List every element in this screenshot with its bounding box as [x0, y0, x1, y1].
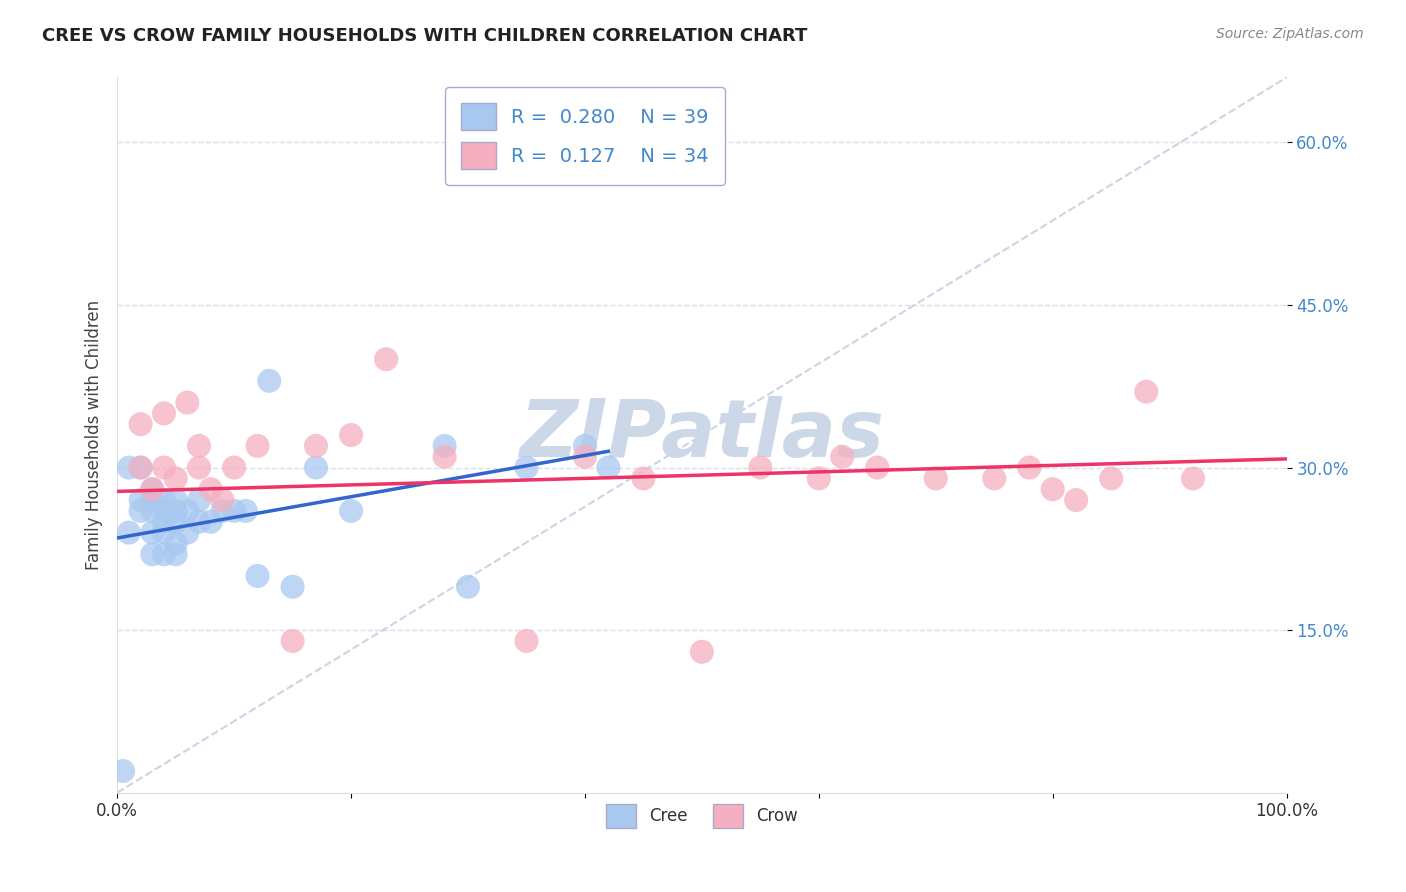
- Point: [515, 460, 537, 475]
- Point: [141, 504, 163, 518]
- Point: [281, 634, 304, 648]
- Text: ZIPatlas: ZIPatlas: [519, 396, 884, 474]
- Point: [281, 580, 304, 594]
- Point: [211, 504, 233, 518]
- Point: [129, 504, 152, 518]
- Point: [433, 439, 456, 453]
- Point: [211, 493, 233, 508]
- Point: [457, 580, 479, 594]
- Point: [340, 504, 363, 518]
- Text: CREE VS CROW FAMILY HOUSEHOLDS WITH CHILDREN CORRELATION CHART: CREE VS CROW FAMILY HOUSEHOLDS WITH CHIL…: [42, 27, 807, 45]
- Point: [1042, 482, 1064, 496]
- Point: [200, 482, 222, 496]
- Point: [1182, 471, 1205, 485]
- Point: [246, 439, 269, 453]
- Point: [176, 525, 198, 540]
- Point: [176, 395, 198, 409]
- Point: [257, 374, 280, 388]
- Point: [1018, 460, 1040, 475]
- Point: [118, 525, 141, 540]
- Point: [224, 460, 246, 475]
- Point: [129, 460, 152, 475]
- Point: [153, 460, 176, 475]
- Point: [188, 493, 211, 508]
- Point: [1099, 471, 1122, 485]
- Point: [153, 504, 176, 518]
- Point: [129, 417, 152, 432]
- Point: [807, 471, 830, 485]
- Point: [866, 460, 889, 475]
- Point: [153, 525, 176, 540]
- Point: [831, 450, 853, 464]
- Point: [165, 536, 187, 550]
- Point: [153, 547, 176, 561]
- Point: [1135, 384, 1157, 399]
- Point: [515, 634, 537, 648]
- Point: [246, 569, 269, 583]
- Point: [633, 471, 655, 485]
- Point: [749, 460, 772, 475]
- Legend: Cree, Crow: Cree, Crow: [599, 797, 804, 834]
- Point: [141, 482, 163, 496]
- Point: [574, 439, 596, 453]
- Point: [129, 460, 152, 475]
- Point: [141, 482, 163, 496]
- Point: [141, 493, 163, 508]
- Point: [112, 764, 135, 778]
- Point: [224, 504, 246, 518]
- Point: [165, 471, 187, 485]
- Point: [200, 515, 222, 529]
- Point: [340, 428, 363, 442]
- Y-axis label: Family Households with Children: Family Households with Children: [86, 300, 103, 570]
- Point: [176, 504, 198, 518]
- Point: [235, 504, 257, 518]
- Point: [165, 493, 187, 508]
- Point: [153, 493, 176, 508]
- Text: Source: ZipAtlas.com: Source: ZipAtlas.com: [1216, 27, 1364, 41]
- Point: [141, 525, 163, 540]
- Point: [1064, 493, 1087, 508]
- Point: [925, 471, 948, 485]
- Point: [165, 547, 187, 561]
- Point: [188, 439, 211, 453]
- Point: [983, 471, 1005, 485]
- Point: [118, 460, 141, 475]
- Point: [141, 547, 163, 561]
- Point: [165, 515, 187, 529]
- Point: [153, 406, 176, 420]
- Point: [690, 645, 713, 659]
- Point: [305, 439, 328, 453]
- Point: [129, 493, 152, 508]
- Point: [188, 460, 211, 475]
- Point: [305, 460, 328, 475]
- Point: [433, 450, 456, 464]
- Point: [153, 515, 176, 529]
- Point: [598, 460, 620, 475]
- Point: [375, 352, 398, 367]
- Point: [188, 515, 211, 529]
- Point: [574, 450, 596, 464]
- Point: [165, 504, 187, 518]
